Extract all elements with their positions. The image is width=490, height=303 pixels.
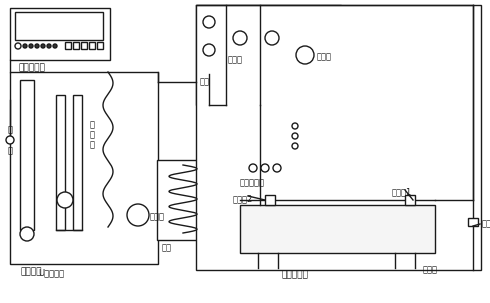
Circle shape: [6, 136, 14, 144]
Bar: [468, 218, 478, 226]
Circle shape: [15, 43, 21, 49]
Circle shape: [265, 31, 279, 45]
Circle shape: [35, 44, 39, 48]
Circle shape: [261, 164, 269, 172]
Text: 试样球: 试样球: [150, 212, 165, 221]
Bar: [65, 42, 71, 49]
Bar: [240, 205, 435, 253]
Text: 冷阱: 冷阱: [162, 243, 172, 252]
Circle shape: [47, 44, 51, 48]
Text: 真空泵: 真空泵: [422, 265, 438, 274]
Bar: [196, 5, 341, 105]
Text: U形等压计: U形等压计: [38, 268, 64, 277]
Circle shape: [29, 44, 33, 48]
Circle shape: [292, 123, 298, 129]
Text: 恒温控制仪: 恒温控制仪: [18, 63, 45, 72]
Circle shape: [57, 192, 73, 208]
Text: 缓
冲
球: 缓 冲 球: [90, 120, 95, 150]
Bar: [20, 80, 34, 230]
Text: 冷阱: 冷阱: [200, 77, 210, 86]
Circle shape: [296, 46, 314, 64]
Bar: [73, 95, 82, 230]
Bar: [222, 10, 287, 52]
Circle shape: [20, 227, 34, 241]
Circle shape: [127, 204, 149, 226]
Bar: [157, 160, 209, 240]
Text: 温
度
计: 温 度 计: [8, 125, 13, 155]
Bar: [15, 12, 103, 40]
Bar: [248, 120, 293, 152]
Bar: [196, 5, 481, 270]
Circle shape: [249, 164, 257, 172]
Bar: [10, 8, 110, 60]
Bar: [240, 115, 320, 175]
Circle shape: [292, 133, 298, 139]
Text: 平衡阀2: 平衡阀2: [233, 194, 253, 203]
Text: 进气阀: 进气阀: [482, 219, 490, 228]
Circle shape: [273, 164, 281, 172]
Circle shape: [203, 44, 215, 56]
Circle shape: [53, 44, 57, 48]
Bar: [89, 42, 95, 49]
Text: 平衡阀1: 平衡阀1: [392, 187, 412, 196]
Circle shape: [292, 143, 298, 149]
Bar: [10, 72, 158, 264]
Bar: [200, 50, 235, 74]
Text: 数字压力表: 数字压力表: [240, 178, 265, 187]
Text: 恒温水浴: 恒温水浴: [20, 267, 42, 276]
Bar: [265, 195, 275, 205]
Text: 压力计: 压力计: [317, 52, 332, 62]
Text: 调压包: 调压包: [227, 55, 243, 64]
Circle shape: [233, 31, 247, 45]
Bar: [56, 95, 65, 230]
Circle shape: [203, 16, 215, 28]
Circle shape: [23, 44, 27, 48]
Text: 缓冲储气罐: 缓冲储气罐: [282, 270, 308, 279]
Bar: [97, 42, 103, 49]
Circle shape: [41, 44, 45, 48]
Bar: [405, 195, 415, 205]
Bar: [73, 42, 79, 49]
Bar: [81, 42, 87, 49]
